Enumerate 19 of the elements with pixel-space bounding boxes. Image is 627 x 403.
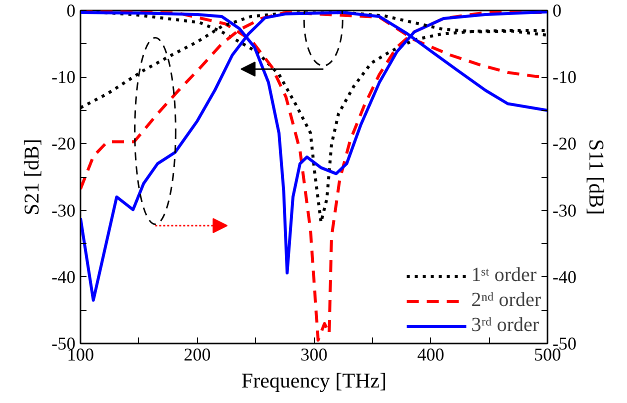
y2-tick-label: -10 — [552, 67, 576, 88]
y2-tick-label: -40 — [552, 266, 576, 287]
y-tick-label: -30 — [52, 200, 76, 220]
x-axis-title: Frequency [THz] — [241, 368, 387, 392]
legend-label: 1ˢᵗ order — [471, 264, 537, 287]
y-axis-title: S21 [dB] — [20, 138, 44, 216]
y2-tick-label: -30 — [552, 200, 576, 220]
legend-label: 2ⁿᵈ order — [471, 289, 541, 312]
y2-axis-title: S11 [dB] — [584, 139, 608, 215]
x-tick-label: 200 — [184, 344, 211, 364]
legend-label: 3ʳᵈ order — [471, 314, 540, 337]
x-tick-label: 400 — [417, 344, 444, 364]
y-tick-label: 0 — [66, 0, 76, 20]
y-tick-label: -20 — [52, 134, 76, 154]
y2-tick-label: -20 — [552, 134, 576, 154]
y-tick-label: -10 — [52, 67, 76, 88]
x-tick-label: 300 — [300, 344, 328, 364]
y2-tick-label: 0 — [552, 0, 562, 20]
y-tick-label: -40 — [52, 266, 76, 287]
